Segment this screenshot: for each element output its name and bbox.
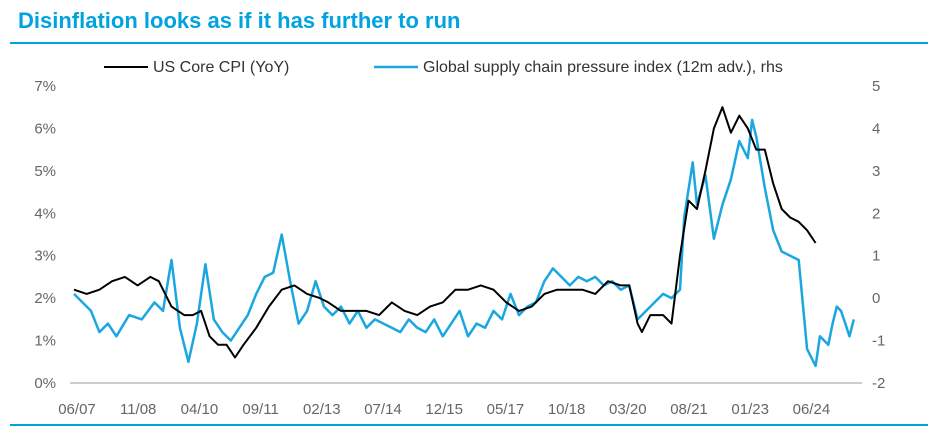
series-line <box>73 106 817 359</box>
x-tick-label: 08/21 <box>670 401 708 418</box>
x-tick-label: 04/10 <box>181 401 219 418</box>
right-tick-label: -1 <box>872 333 885 350</box>
chart-title: Disinflation looks as if it has further … <box>18 8 461 33</box>
x-tick-label: 02/13 <box>303 401 341 418</box>
series-group <box>73 106 856 368</box>
right-tick-label: 3 <box>872 163 880 180</box>
x-axis: 06/07 11/08 04/10 09/11 02/13 07/14 12/15 05/17… <box>58 401 830 418</box>
footer-rule <box>10 424 928 426</box>
right-tick-label: 1 <box>872 248 880 265</box>
left-tick-label: 1% <box>34 333 56 350</box>
right-tick-label: 2 <box>872 205 880 222</box>
x-tick-label: 09/11 <box>242 401 278 418</box>
legend-label: Global supply chain pressure index (12m … <box>423 59 783 76</box>
right-tick-label: 4 <box>872 120 880 137</box>
left-tick-label: 4% <box>34 205 56 222</box>
x-tick-label: 11/08 <box>120 401 156 418</box>
series-line <box>73 118 856 368</box>
left-tick-label: 5% <box>34 163 56 180</box>
x-tick-label: 12/15 <box>425 401 463 418</box>
x-tick-label: 03/20 <box>609 401 647 418</box>
left-tick-label: 6% <box>34 120 56 137</box>
right-tick-label: 0 <box>872 290 880 307</box>
title-rule <box>10 42 928 44</box>
x-tick-label: 06/24 <box>793 401 831 418</box>
left-tick-label: 3% <box>34 248 56 265</box>
x-tick-label: 06/07 <box>58 401 96 418</box>
right-tick-label: -2 <box>872 375 885 392</box>
x-tick-label: 01/23 <box>731 401 769 418</box>
right-axis: -2 -1 0 1 2 3 4 5 <box>872 78 885 392</box>
x-tick-label: 07/14 <box>364 401 402 418</box>
right-tick-label: 5 <box>872 78 880 95</box>
legend-label: US Core CPI (YoY) <box>153 59 289 76</box>
x-tick-label: 10/18 <box>548 401 586 418</box>
left-axis: 0% 1% 2% 3% 4% 5% 6% 7% <box>34 78 56 392</box>
left-tick-label: 7% <box>34 78 56 95</box>
left-tick-label: 0% <box>34 375 56 392</box>
left-tick-label: 2% <box>34 290 56 307</box>
x-tick-label: 05/17 <box>487 401 525 418</box>
legend: US Core CPI (YoY) Global supply chain pre… <box>104 59 783 76</box>
